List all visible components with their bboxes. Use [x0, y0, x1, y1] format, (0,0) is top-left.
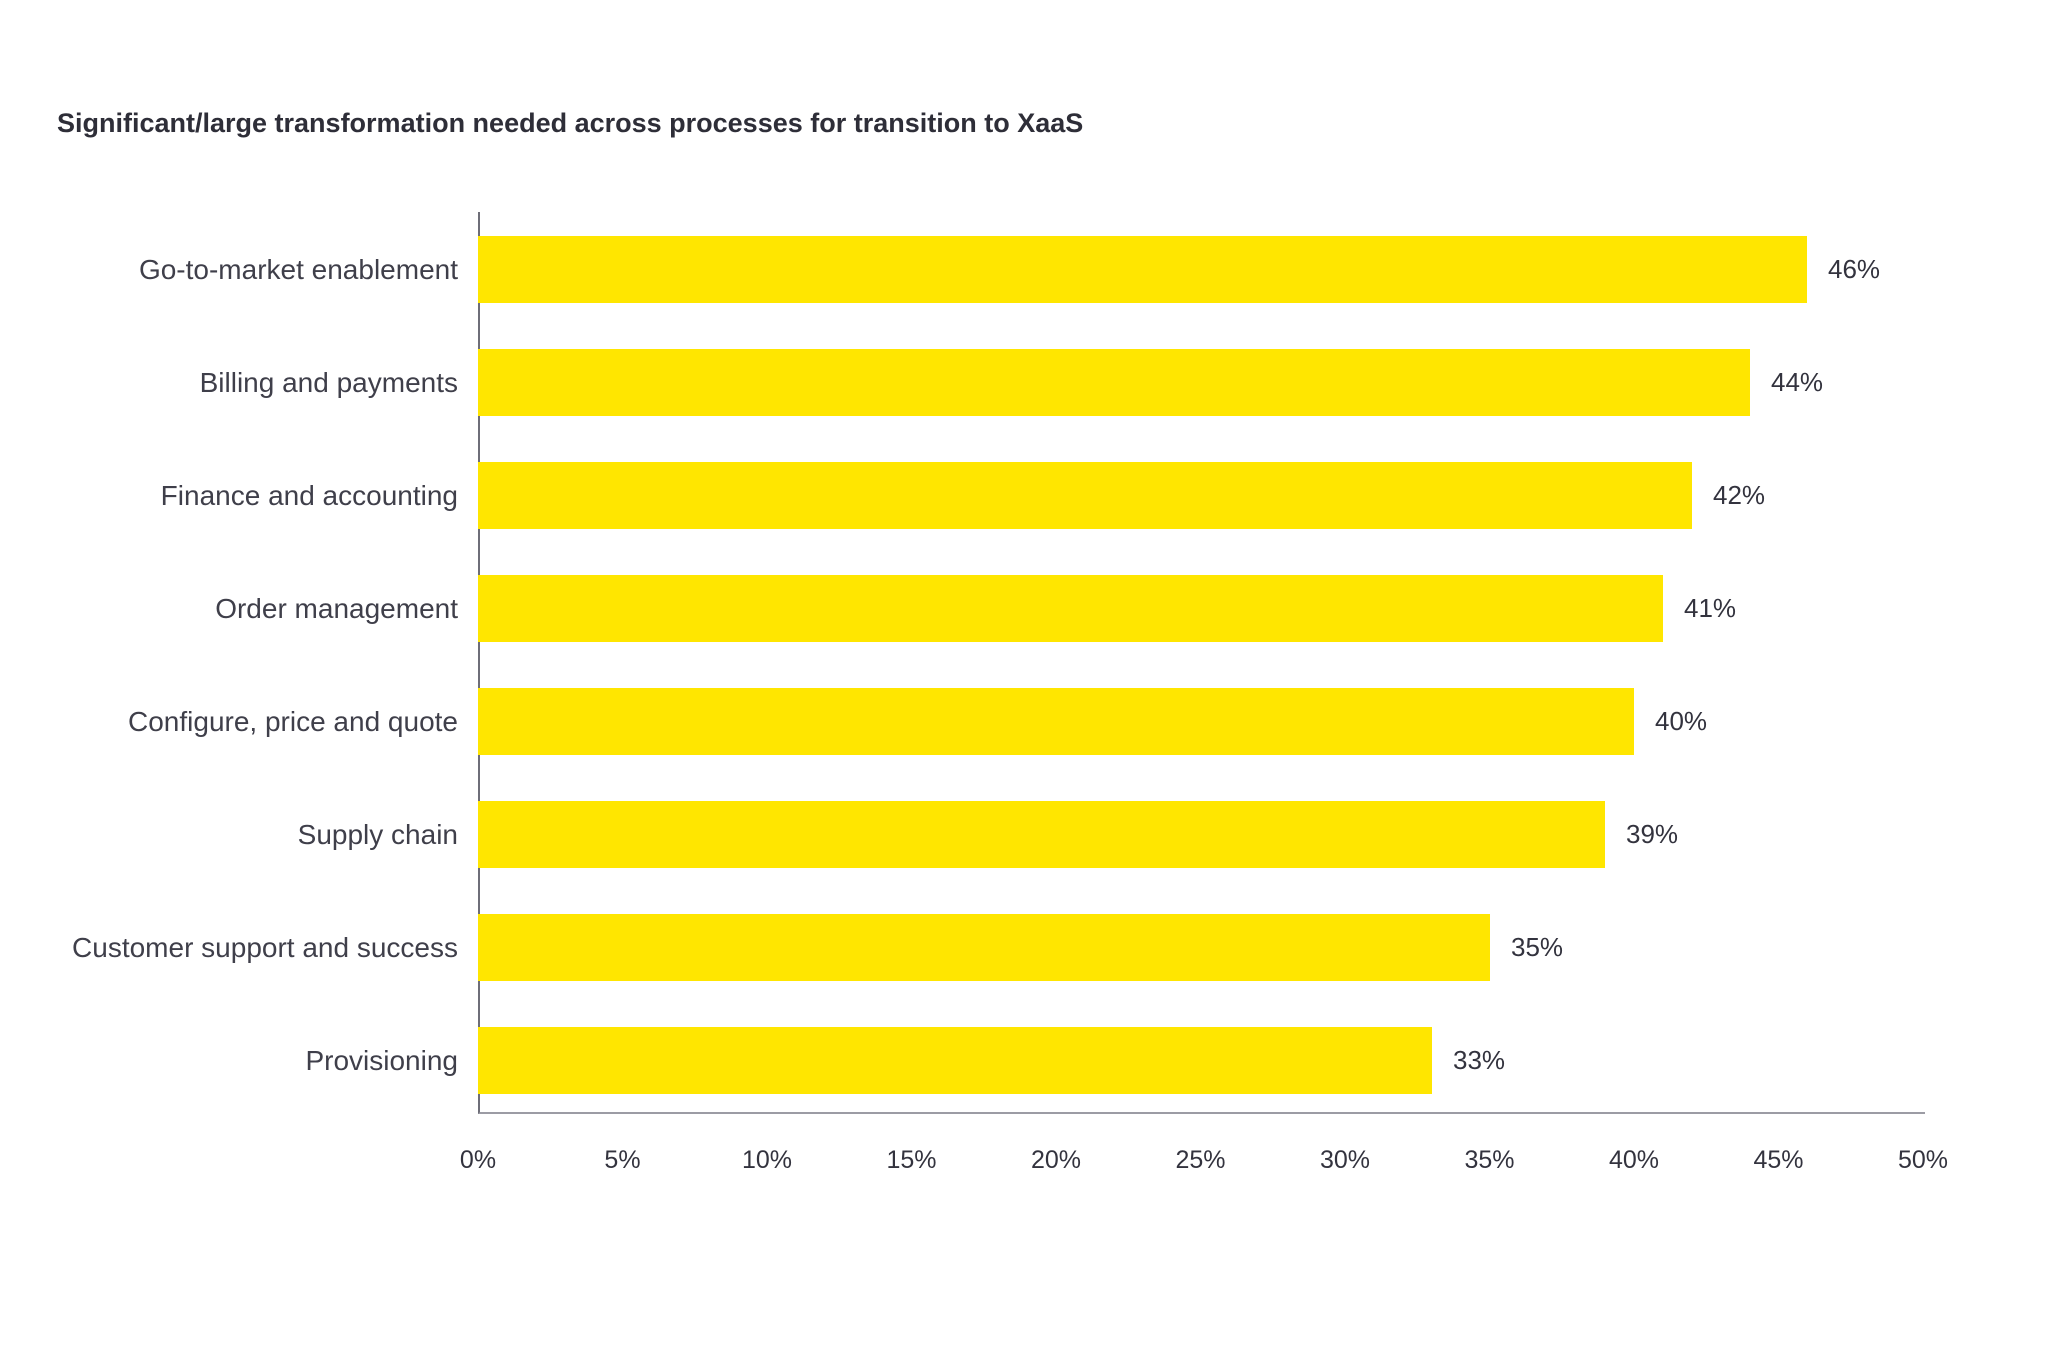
- category-label: Supply chain: [297, 818, 458, 850]
- value-label: 42%: [1713, 480, 1766, 510]
- category-label: Provisioning: [305, 1044, 458, 1076]
- x-tick-label: 45%: [1753, 1146, 1804, 1174]
- x-tick-label: 40%: [1608, 1146, 1660, 1174]
- x-tick-label: 25%: [1175, 1146, 1226, 1174]
- chart-title: Significant/large transformation needed …: [57, 108, 1084, 138]
- plot-area: [478, 212, 1925, 1114]
- bar: [478, 236, 1807, 303]
- x-tick-label: 50%: [1897, 1146, 1949, 1174]
- value-label: 33%: [1453, 1045, 1506, 1075]
- category-label: Finance and accounting: [160, 479, 458, 511]
- bar: [478, 801, 1605, 868]
- bar: [478, 462, 1692, 529]
- bar: [478, 688, 1634, 755]
- value-label: 46%: [1828, 254, 1881, 284]
- category-label: Billing and payments: [199, 366, 458, 398]
- bar: [478, 575, 1663, 642]
- x-tick-label: 0%: [459, 1146, 497, 1174]
- x-tick-label: 35%: [1464, 1146, 1515, 1174]
- category-label: Customer support and success: [72, 931, 458, 963]
- value-label: 39%: [1626, 819, 1679, 849]
- x-tick-label: 15%: [886, 1146, 937, 1174]
- x-tick-label: 20%: [1030, 1146, 1082, 1174]
- value-label: 40%: [1655, 706, 1708, 736]
- bar: [478, 1027, 1432, 1094]
- x-tick-label: 30%: [1319, 1146, 1371, 1174]
- x-tick-label: 10%: [741, 1146, 793, 1174]
- category-label: Configure, price and quote: [128, 705, 458, 737]
- bar: [478, 349, 1750, 416]
- value-label: 35%: [1511, 932, 1564, 962]
- category-label: Order management: [215, 592, 458, 624]
- bar: [478, 914, 1490, 981]
- value-label: 44%: [1771, 367, 1824, 397]
- value-label: 41%: [1684, 593, 1737, 623]
- x-tick-label: 5%: [604, 1146, 641, 1174]
- category-label: Go-to-market enablement: [138, 253, 458, 285]
